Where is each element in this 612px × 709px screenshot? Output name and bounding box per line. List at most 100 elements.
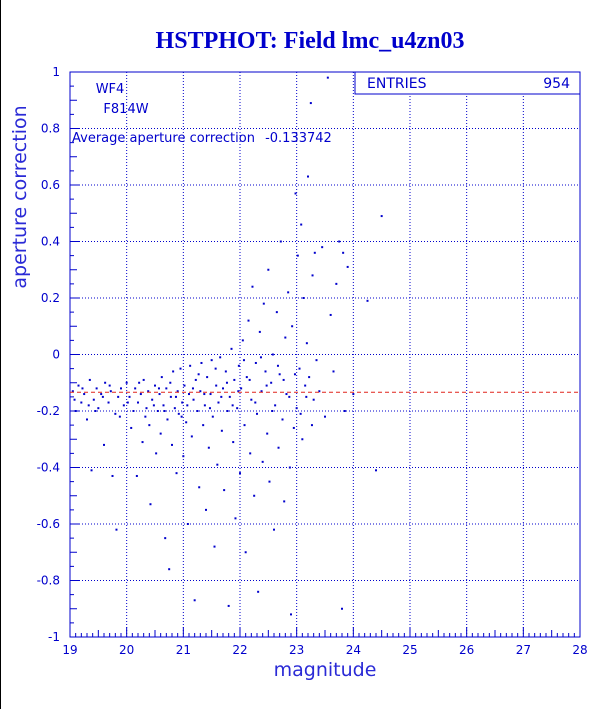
data-point — [73, 398, 76, 401]
data-point — [304, 384, 307, 387]
data-point — [247, 319, 250, 322]
data-point — [262, 302, 265, 305]
data-point — [135, 474, 138, 477]
data-point — [298, 367, 301, 370]
data-point — [318, 390, 321, 393]
data-point — [375, 469, 377, 472]
data-point — [342, 251, 345, 254]
data-point — [245, 376, 248, 379]
x-tick-label: 25 — [402, 643, 417, 657]
data-point — [264, 370, 267, 373]
data-point — [193, 599, 196, 602]
data-point — [199, 390, 202, 393]
x-tick-label: 21 — [176, 643, 191, 657]
data-point — [172, 370, 175, 373]
data-point — [251, 285, 254, 288]
data-point — [217, 401, 220, 404]
data-point — [241, 339, 244, 342]
chart-title: HSTPHOT: Field lmc_u4zn03 — [156, 28, 465, 54]
data-point — [273, 528, 275, 531]
data-point — [86, 418, 88, 421]
data-point — [148, 424, 151, 427]
data-point — [152, 404, 155, 407]
data-point — [250, 398, 253, 401]
data-point — [198, 486, 201, 489]
data-point — [183, 384, 186, 387]
data-point — [210, 359, 213, 362]
data-point — [168, 568, 171, 571]
data-point — [288, 395, 291, 398]
data-point — [242, 359, 245, 362]
data-point — [287, 291, 290, 294]
data-point — [341, 607, 343, 610]
data-point — [188, 393, 190, 396]
data-point — [95, 387, 98, 390]
data-point — [94, 410, 97, 412]
data-point — [88, 378, 91, 381]
data-point — [147, 390, 150, 393]
stats-box-frame — [354, 71, 581, 95]
data-point — [117, 395, 120, 398]
data-point — [182, 455, 185, 458]
data-point — [222, 387, 224, 390]
data-point — [87, 404, 90, 407]
stats-box: ENTRIES 954 — [354, 71, 581, 95]
y-tick-label: -0.6 — [37, 517, 60, 531]
data-point — [329, 313, 332, 316]
x-tick-label: 23 — [289, 643, 304, 657]
data-point — [125, 381, 128, 384]
data-point — [165, 387, 168, 390]
data-point — [211, 415, 214, 418]
data-point — [240, 387, 243, 390]
x-tick-label: 27 — [516, 643, 531, 657]
data-point — [265, 384, 268, 387]
data-point — [149, 503, 152, 506]
data-point — [226, 410, 229, 412]
data-point — [169, 381, 172, 384]
data-point — [309, 102, 312, 105]
data-point — [261, 460, 264, 463]
data-point — [271, 353, 274, 356]
entries-value: 954 — [543, 76, 570, 92]
data-point — [203, 404, 206, 407]
data-point — [276, 364, 279, 367]
data-point — [223, 489, 226, 492]
x-tick-label: 19 — [62, 643, 77, 657]
data-point — [220, 429, 223, 432]
data-point — [254, 401, 257, 404]
data-point — [232, 441, 235, 444]
data-point — [288, 466, 291, 469]
data-point — [207, 446, 210, 449]
data-point — [243, 424, 246, 427]
data-point — [205, 508, 207, 511]
data-point — [155, 452, 158, 455]
data-point — [134, 387, 137, 390]
data-point — [294, 192, 297, 195]
data-point — [92, 398, 95, 401]
data-point — [151, 398, 154, 401]
data-point — [215, 384, 218, 387]
data-point — [267, 268, 270, 271]
data-point — [81, 387, 84, 390]
data-point — [154, 384, 156, 387]
data-point — [279, 240, 282, 243]
data-point — [231, 404, 234, 407]
data-point — [299, 412, 302, 415]
x-tick-label: 20 — [119, 643, 134, 657]
data-point — [192, 398, 195, 401]
data-point — [196, 410, 199, 412]
data-point — [278, 373, 281, 376]
data-point — [324, 415, 326, 418]
data-point — [281, 418, 284, 421]
data-point — [230, 347, 233, 350]
y-tick-label: 0 — [52, 348, 60, 362]
data-point — [141, 441, 144, 444]
data-point — [130, 426, 133, 429]
data-point — [233, 378, 236, 381]
ticks: 19 20 21 22 23 24 25 26 27 28 -1 -0.8 -0.6 -0.4 -0.2 0 0… — [37, 65, 588, 657]
x-tick-label: 22 — [232, 643, 247, 657]
data-point — [144, 415, 147, 418]
data-point — [157, 387, 160, 390]
